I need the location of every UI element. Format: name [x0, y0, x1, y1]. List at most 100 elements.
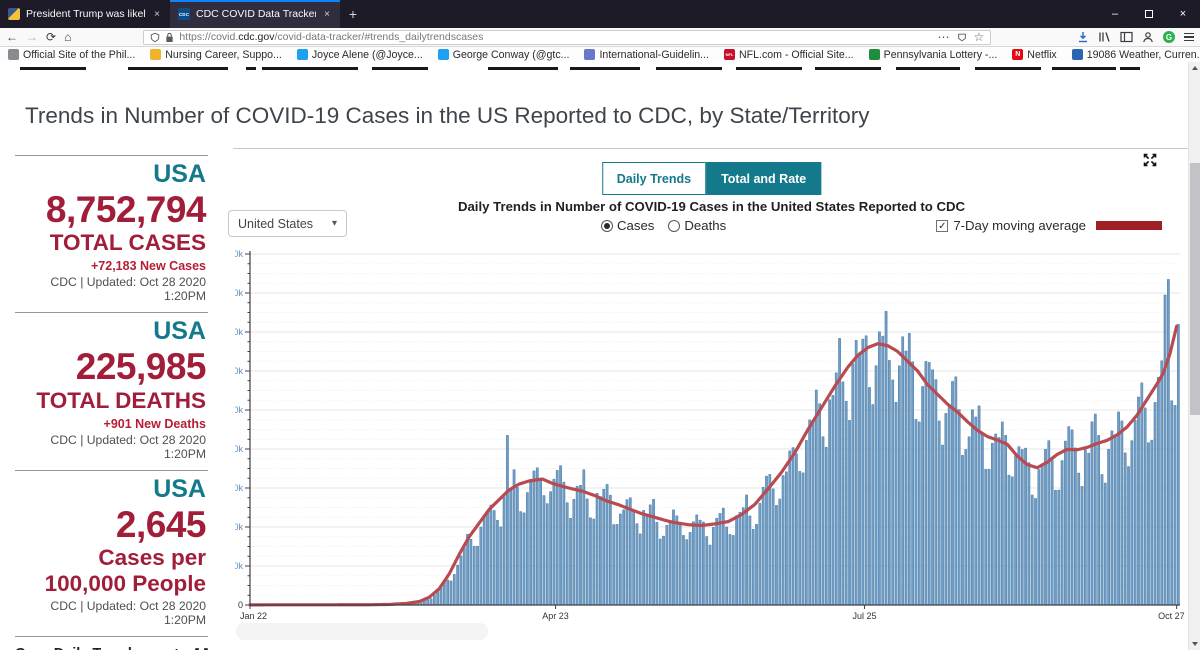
bookmark-label: Joyce Alene (@Joyce... [311, 48, 423, 61]
bookmark-label: International-Guidelin... [599, 48, 710, 61]
radio-label: Cases [617, 218, 655, 233]
new-tab-button[interactable]: + [348, 6, 358, 22]
back-button[interactable]: ← [6, 30, 18, 44]
tab-close-icon[interactable]: × [154, 8, 160, 20]
svg-text:Jan 22: Jan 22 [240, 611, 267, 621]
account-icon[interactable] [1142, 31, 1154, 43]
bookmarks-bar: Official Site of the Phil... Nursing Care… [0, 47, 1200, 62]
bookmark-label: Netflix [1027, 48, 1057, 61]
tab-title: CDC COVID Data Tracker [196, 8, 317, 20]
nav-remnant-dash [128, 67, 228, 70]
chevron-down-icon: ▾ [331, 218, 337, 229]
chart-panel: Daily Trends Total and Rate Daily Trends … [228, 148, 1190, 650]
nav-remnant-dash [1052, 67, 1116, 70]
stat-source: CDC | Updated: Oct 28 2020 1:20PM [50, 598, 206, 627]
daily-trends-table: Case Daily Trends -United States Date ↕N… [15, 637, 208, 650]
page-title: Trends in Number of COVID-19 Cases in th… [25, 103, 870, 128]
url-text: https://covid.cdc.gov/covid-data-tracker… [179, 31, 484, 43]
maximize-button[interactable] [1132, 0, 1166, 28]
bookmark-favicon [584, 49, 596, 60]
browser-tab[interactable]: CDC CDC COVID Data Tracker × [170, 0, 340, 28]
svg-text:70k: 70k [235, 327, 243, 337]
minimize-button[interactable]: – [1111, 8, 1119, 20]
nav-remnant-dash [656, 67, 722, 70]
page-actions-icon[interactable]: ⋯ [937, 30, 950, 44]
pocket-icon[interactable] [957, 32, 967, 43]
forward-button[interactable]: → [26, 30, 38, 44]
tab-favicon-news [8, 8, 20, 20]
bookmark-item[interactable]: Nursing Career, Suppo... [150, 49, 282, 61]
scroll-down-arrow[interactable] [1192, 642, 1198, 646]
table-title: Case Daily Trends -United States [15, 644, 149, 650]
bookmark-item[interactable]: International-Guidelin... [584, 49, 709, 61]
stat-source: CDC | Updated: Oct 28 2020 1:20PM [50, 275, 206, 304]
svg-text:80k: 80k [235, 288, 243, 298]
stat-label: Cases per 100,000 People [44, 545, 206, 596]
bookmark-label: Pennsylvania Lottery -... [883, 48, 998, 61]
tab-close-icon[interactable]: × [324, 8, 330, 20]
lock-icon [166, 32, 173, 42]
scroll-up-arrow[interactable] [1192, 66, 1198, 70]
svg-text:50k: 50k [235, 405, 243, 415]
toolbar-right: G [1077, 31, 1194, 44]
checkbox-icon[interactable]: ✓ [936, 219, 949, 232]
bookmark-favicon [150, 49, 162, 60]
bookmark-item[interactable]: Joyce Alene (@Joyce... [296, 48, 423, 61]
stat-region: USA [153, 474, 206, 503]
stat-card: USA 8,752,794 TOTAL CASES +72,183 New Cases… [15, 155, 208, 314]
close-button[interactable]: × [1179, 8, 1187, 20]
bookmark-item[interactable]: Official Site of the Phil... [8, 49, 135, 61]
expand-chart-icon[interactable] [1143, 153, 1157, 167]
svg-text:40k: 40k [235, 444, 243, 454]
bookmark-item[interactable]: George Conway (@gtc... [437, 49, 569, 61]
expand-table-icon[interactable] [195, 648, 208, 650]
tab-favicon-cdc: CDC [178, 8, 190, 20]
daily-cases-chart[interactable]: 0 10k 20k 30k 40k 50k 60k 70k 80k 90k Jan 22 Apr 23… [235, 249, 1187, 621]
svg-text:10k: 10k [235, 561, 243, 571]
sidebar-toggle-icon[interactable] [1120, 31, 1133, 43]
bookmark-label: Official Site of the Phil... [23, 48, 136, 61]
scrollbar-thumb[interactable] [1190, 163, 1200, 415]
tab-title: President Trump was likely larg [26, 8, 146, 20]
geography-dropdown[interactable]: United States ▾ [228, 210, 347, 237]
bookmark-label: NFL.com - Official Site... [739, 48, 854, 61]
moving-average-checkbox-group[interactable]: ✓ 7-Day moving average [936, 218, 1162, 233]
home-button[interactable]: ⌂ [64, 30, 72, 44]
bookmark-star-icon[interactable]: ☆ [973, 30, 985, 44]
library-icon[interactable] [1098, 31, 1111, 43]
url-bar[interactable]: https://covid.cdc.gov/covid-data-tracker… [143, 29, 992, 45]
page-top-nav-remnant [0, 62, 1200, 71]
nav-remnant-dash [488, 67, 558, 70]
svg-text:Jul 25: Jul 25 [852, 611, 876, 621]
nav-remnant-dash [570, 67, 640, 70]
stat-value: 8,752,794 [45, 189, 207, 230]
page-scrollbar[interactable] [1188, 62, 1200, 650]
radio-cases[interactable]: Cases [601, 218, 654, 233]
browser-tab[interactable]: President Trump was likely larg × [0, 0, 170, 28]
chart-tab-daily-trends[interactable]: Daily Trends [601, 162, 707, 195]
grammarly-extension-icon[interactable]: G [1163, 31, 1175, 43]
moving-average-label: 7-Day moving average [953, 218, 1086, 233]
bookmark-item[interactable]: N Netflix [1012, 48, 1057, 61]
bookmark-favicon: N [1012, 49, 1024, 60]
bookmark-label: 19086 Weather, Curren... [1086, 48, 1200, 61]
nav-remnant-dash [975, 67, 1041, 70]
stat-delta: +72,183 New Cases [90, 259, 206, 274]
chart-bottom-bar [236, 623, 488, 640]
bookmark-favicon [296, 49, 308, 60]
bookmark-item[interactable]: 19086 Weather, Curren... [1071, 48, 1200, 61]
chart-tab-total-and-rate[interactable]: Total and Rate [706, 162, 822, 195]
stat-card: USA 2,645 Cases per 100,000 People CDC | Upd… [15, 471, 208, 637]
radio-deaths[interactable]: Deaths [668, 218, 726, 233]
svg-text:30k: 30k [235, 483, 243, 493]
bookmark-item[interactable]: Pennsylvania Lottery -... [868, 48, 998, 61]
menu-icon[interactable] [1184, 31, 1194, 44]
geography-dropdown-value: United States [238, 216, 314, 231]
stat-cards: USA 8,752,794 TOTAL CASES +72,183 New Cases… [15, 155, 208, 637]
svg-text:20k: 20k [235, 522, 243, 532]
reload-button[interactable]: ⟳ [46, 30, 57, 44]
bookmark-item[interactable]: NFL NFL.com - Official Site... [724, 49, 854, 61]
downloads-icon[interactable] [1077, 31, 1089, 43]
maximize-icon [1145, 10, 1153, 18]
